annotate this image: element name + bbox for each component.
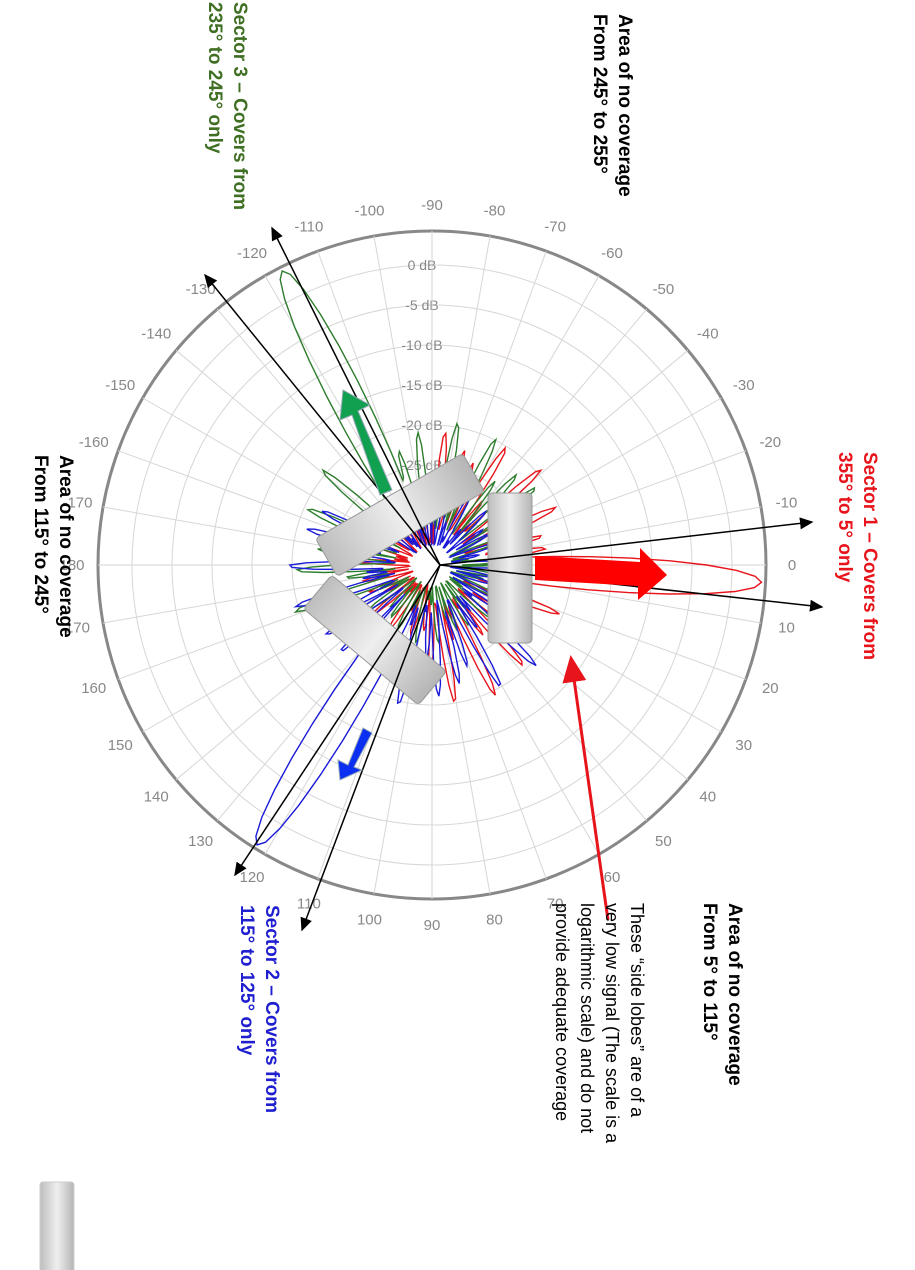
- angle-label: -130: [186, 281, 216, 298]
- antenna-sector2: [304, 576, 446, 704]
- angle-label: 120: [239, 869, 264, 886]
- annotation: From 5° to 115°: [699, 903, 720, 1041]
- angle-label: 150: [108, 737, 133, 754]
- spoke: [317, 250, 412, 509]
- angle-label: 10: [778, 620, 795, 637]
- pattern: [351, 431, 763, 703]
- spoke: [373, 235, 423, 506]
- annotation: These “side lobes” are of a: [627, 903, 647, 1118]
- annotation: logarithmic scale) and do not: [577, 903, 597, 1133]
- annotation: From 245° to 255°: [589, 14, 610, 174]
- spoke: [441, 624, 491, 895]
- angle-label: 130: [188, 833, 213, 850]
- beam-arrow: [339, 389, 393, 496]
- arrow: [439, 564, 824, 612]
- beam-arrow: [535, 548, 667, 600]
- angle-label: 90: [424, 917, 441, 934]
- db-label: 0 dB: [408, 257, 437, 273]
- angle-label: 0: [788, 557, 796, 574]
- annotation: Area of no coverage: [724, 903, 745, 1086]
- angle-label: -30: [733, 377, 755, 394]
- angle-label: 70: [547, 895, 564, 912]
- spoke: [461, 616, 600, 855]
- angle-label: 20: [762, 680, 779, 697]
- angle-label: -100: [354, 202, 384, 219]
- annotation: Sector 3 – Covers from: [229, 2, 250, 210]
- angle-label: -150: [105, 377, 135, 394]
- annotation: very low signal (The scale is a: [602, 903, 622, 1144]
- spoke: [452, 621, 547, 880]
- annotation: Sector 2 – Covers from: [261, 905, 282, 1113]
- annotation: Area of no coverage: [614, 14, 635, 197]
- db-label: -10 dB: [401, 337, 442, 353]
- angle-label: -50: [653, 281, 675, 298]
- spoke: [175, 349, 387, 527]
- angle-label: 100: [357, 912, 382, 929]
- arrow: [234, 564, 441, 877]
- angle-label: 60: [604, 869, 621, 886]
- angle-label: -120: [237, 245, 267, 262]
- angle-label: 180: [59, 557, 84, 574]
- angle-label: 170: [65, 620, 90, 637]
- angle-label: -40: [697, 326, 719, 343]
- annotation: 115° to 125° only: [236, 905, 257, 1056]
- angle-label: 110: [297, 895, 321, 912]
- angle-label: -160: [79, 434, 109, 451]
- antenna-icon: [39, 1181, 75, 1270]
- angle-label: 30: [735, 737, 752, 754]
- annotation: provide adequate coverage: [552, 903, 572, 1121]
- beam-arrow: [337, 727, 373, 781]
- spoke: [142, 397, 381, 536]
- angle-label: -20: [759, 434, 781, 451]
- spoke: [491, 506, 762, 556]
- polar-grid: 0 dB-5 dB-10 dB-15 dB-20 dB-25 dB0102030…: [59, 197, 797, 934]
- angle-label: 50: [655, 833, 672, 850]
- annotation: Sector 1 – Covers from: [859, 452, 880, 660]
- angle-label: -10: [776, 494, 798, 511]
- arrow: [439, 517, 814, 566]
- db-label: -15 dB: [401, 377, 442, 393]
- arrow: [204, 273, 441, 566]
- angle-label: -60: [601, 245, 623, 262]
- angle-label: -90: [421, 197, 443, 214]
- spoke: [470, 610, 648, 822]
- db-label: -5 dB: [405, 297, 438, 313]
- spoke: [470, 308, 648, 520]
- arrow: [300, 564, 441, 932]
- arrow: [271, 226, 441, 566]
- angle-label: 160: [81, 680, 106, 697]
- arrow: [562, 655, 610, 921]
- annotation: Area of no coverage: [55, 455, 76, 638]
- arrows: [204, 226, 824, 932]
- spoke: [491, 574, 762, 624]
- angle-label: -140: [141, 326, 171, 343]
- angle-label: -170: [62, 494, 92, 511]
- annotation: 355° to 5° only: [834, 452, 855, 583]
- angle-label: 80: [486, 912, 503, 929]
- annotation: 235° to 245° only: [204, 2, 225, 154]
- angle-label: -70: [544, 219, 566, 236]
- antenna-sector1: [487, 492, 533, 644]
- angle-label: -80: [484, 202, 506, 219]
- angle-label: 140: [144, 788, 169, 805]
- pattern: [255, 488, 537, 846]
- annotation: From 115° to 245°: [30, 455, 51, 614]
- angle-label: -110: [294, 219, 323, 236]
- spoke: [216, 308, 394, 520]
- angle-label: 40: [699, 788, 716, 805]
